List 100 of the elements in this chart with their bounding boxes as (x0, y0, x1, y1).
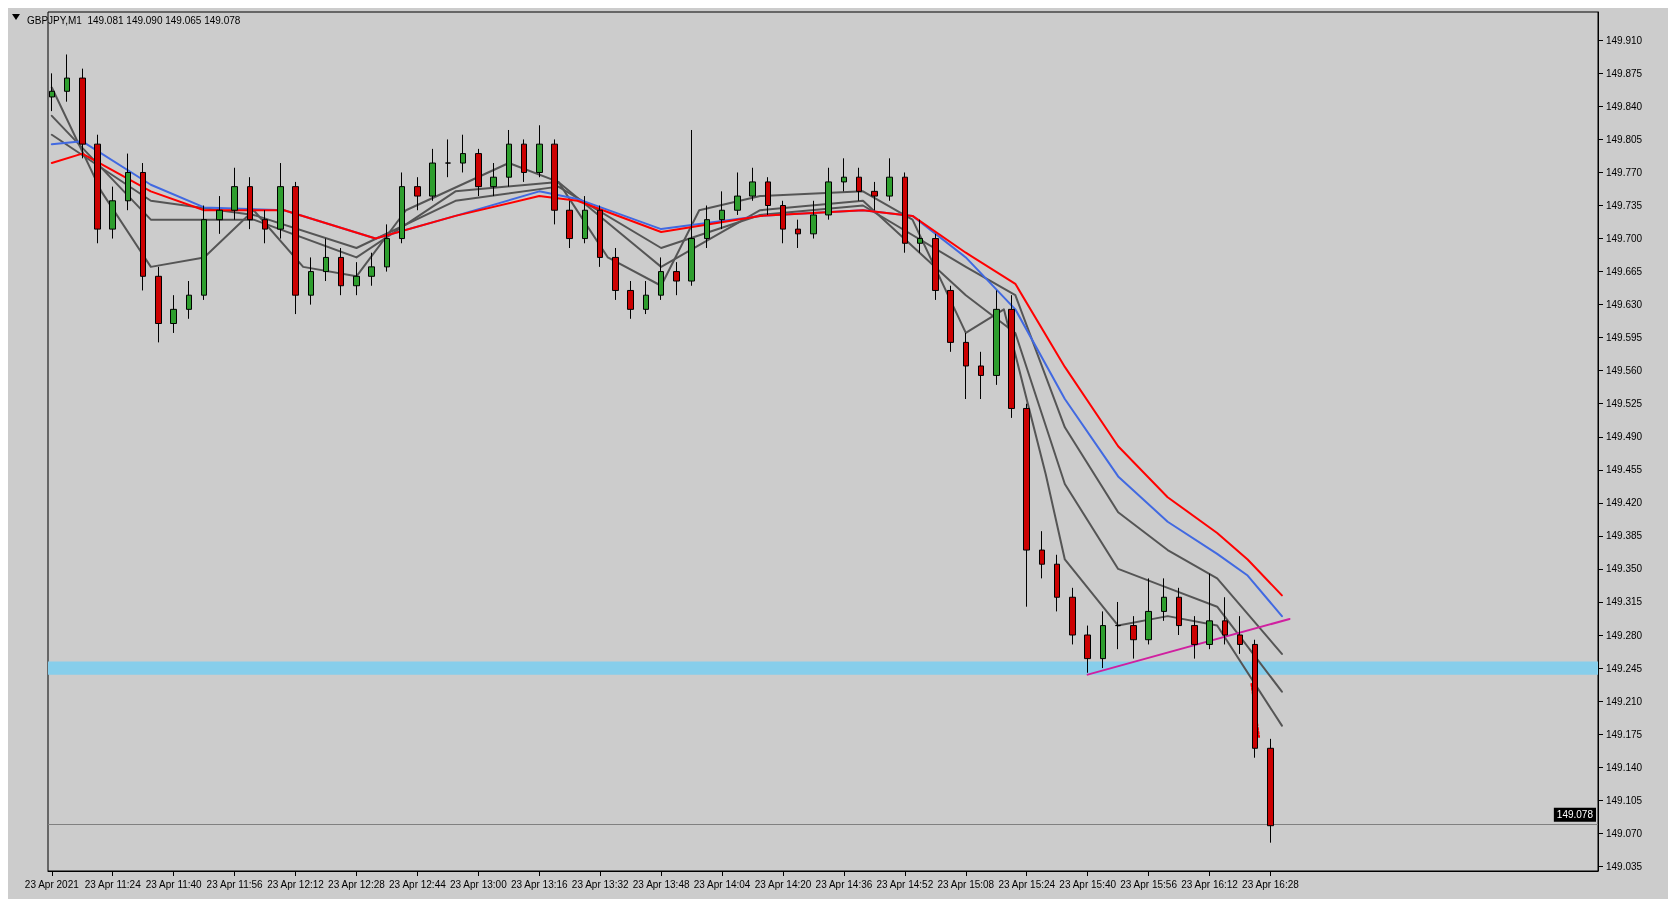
candlestick (963, 332, 969, 400)
candlestick (414, 176, 421, 211)
x-tick-label: 23 Apr 13:32 (571, 878, 629, 890)
candlestick (978, 351, 984, 400)
candlestick (719, 190, 725, 230)
candlestick (1252, 639, 1258, 759)
y-tick-label: 149.630 (1606, 299, 1643, 311)
x-tick-label: 23 Apr 15:24 (998, 878, 1056, 890)
candlestick (125, 153, 131, 211)
y-tick-label: 149.210 (1606, 695, 1643, 707)
candlestick (1084, 625, 1091, 674)
candlestick (64, 53, 70, 103)
candlestick (947, 285, 954, 353)
candlestick (490, 162, 497, 197)
y-tick-label: 149.665 (1606, 266, 1643, 278)
candlestick (612, 247, 619, 301)
candlestick (445, 138, 451, 178)
y-tick-label: 149.910 (1606, 34, 1643, 46)
y-tick-label: 149.105 (1606, 794, 1643, 806)
candlestick (201, 205, 207, 301)
candlestick (1222, 596, 1228, 645)
candlestick (536, 124, 543, 178)
candlestick (186, 280, 192, 320)
x-tick-label: 23 Apr 11:24 (84, 878, 142, 890)
candlestick (308, 256, 314, 306)
candlestick (399, 171, 405, 244)
candlestick (231, 167, 238, 221)
x-tick-label: 23 Apr 13:48 (632, 878, 690, 890)
y-tick-label: 149.035 (1606, 860, 1643, 872)
y-tick-label: 149.875 (1606, 67, 1643, 79)
y-tick-label: 149.140 (1606, 761, 1643, 773)
candlestick (79, 68, 86, 159)
candlestick (216, 195, 223, 235)
y-tick-label: 149.595 (1606, 332, 1643, 344)
x-tick-label: 23 Apr 16:28 (1242, 878, 1300, 890)
y-tick-label: 149.280 (1606, 629, 1643, 641)
candlestick (749, 167, 756, 202)
candlestick (1176, 587, 1182, 636)
candlestick (262, 209, 268, 244)
candlestick (1100, 610, 1106, 669)
x-tick-label: 23 Apr 14:36 (815, 878, 873, 890)
ref-line-label: 149.078 (1556, 809, 1594, 821)
x-tick-label: 23 Apr 15:40 (1059, 878, 1117, 890)
candlestick (1023, 403, 1030, 608)
candlestick (109, 186, 116, 240)
x-tick-label: 23 Apr 12:28 (328, 878, 386, 890)
candlestick (841, 157, 847, 192)
candlestick (1069, 587, 1076, 645)
candlestick (170, 294, 177, 334)
x-tick-label: 23 Apr 2021 (24, 878, 80, 890)
x-tick-label: 23 Apr 14:52 (876, 878, 934, 890)
x-tick-label: 23 Apr 11:40 (145, 878, 203, 890)
y-tick-label: 149.700 (1606, 233, 1643, 245)
y-tick-label: 149.315 (1606, 596, 1643, 608)
candlestick (338, 247, 344, 296)
candlestick (734, 171, 741, 216)
candlestick (140, 162, 146, 291)
candlestick (155, 266, 162, 343)
candlestick (1039, 530, 1045, 579)
candlestick (658, 256, 664, 301)
candlestick (704, 205, 710, 249)
candlestick (673, 261, 680, 296)
candlestick (1191, 615, 1198, 660)
y-tick-label: 149.175 (1606, 728, 1643, 740)
candlestick (765, 176, 771, 216)
x-tick-label: 23 Apr 14:20 (754, 878, 812, 890)
candlestick (551, 138, 558, 225)
y-tick-label: 149.840 (1606, 100, 1643, 112)
candlestick (582, 195, 588, 244)
y-tick-label: 149.420 (1606, 497, 1643, 509)
candlestick (856, 167, 862, 202)
candlestick (277, 162, 284, 240)
candlestick (825, 167, 832, 221)
y-tick-label: 149.350 (1606, 563, 1643, 575)
candlestick (429, 148, 436, 202)
x-tick-label: 23 Apr 12:12 (267, 878, 325, 890)
x-tick-label: 23 Apr 15:08 (937, 878, 995, 890)
x-tick-label: 23 Apr 15:56 (1120, 878, 1178, 890)
candlestick (643, 280, 649, 315)
candlestick (886, 157, 893, 202)
y-tick-label: 149.245 (1606, 662, 1643, 674)
candlestick (384, 223, 390, 273)
x-tick-label: 23 Apr 14:04 (693, 878, 751, 890)
candlestick (688, 129, 695, 287)
candlestick (247, 176, 253, 230)
x-tick-label: 23 Apr 11:56 (206, 878, 264, 890)
candlestick (780, 200, 786, 244)
candlestick (1008, 294, 1015, 419)
candlestick (353, 261, 360, 296)
candlestick (1115, 601, 1121, 650)
candlestick (1237, 615, 1243, 655)
candlestick (292, 181, 299, 315)
y-tick-label: 149.525 (1606, 398, 1643, 410)
candlestick (627, 280, 634, 320)
x-tick-label: 23 Apr 13:16 (510, 878, 569, 890)
y-tick-label: 149.770 (1606, 166, 1643, 178)
y-tick-label: 149.560 (1606, 365, 1643, 377)
candlestick (94, 134, 101, 244)
candlestick (597, 205, 603, 268)
candlestick (1267, 738, 1274, 844)
